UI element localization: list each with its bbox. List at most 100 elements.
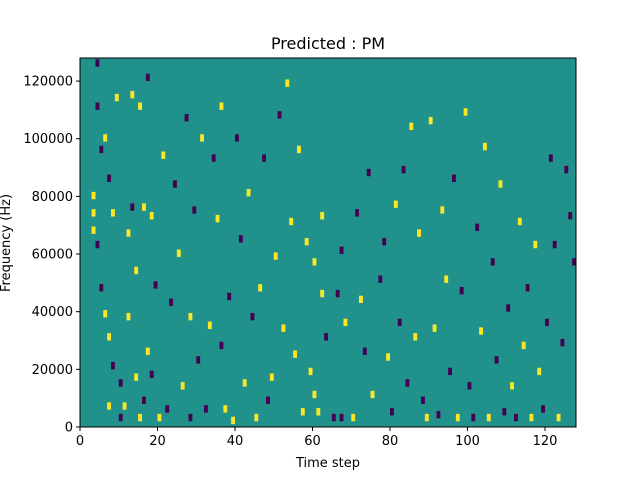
chart-title: Predicted : PM bbox=[271, 34, 385, 53]
heatmap-cell bbox=[339, 246, 344, 255]
heatmap-background bbox=[80, 58, 576, 427]
heatmap-cell bbox=[196, 356, 201, 364]
heatmap-cell bbox=[215, 214, 220, 223]
heatmap-cell bbox=[424, 413, 429, 422]
x-tick-label: 120 bbox=[533, 434, 558, 449]
heatmap-cell bbox=[525, 284, 530, 292]
heatmap-cell bbox=[95, 240, 100, 249]
heatmap-cell bbox=[207, 321, 212, 329]
heatmap-cell bbox=[343, 318, 348, 327]
heatmap-cell bbox=[157, 413, 162, 422]
heatmap-cell bbox=[494, 356, 499, 364]
heatmap-cell bbox=[250, 312, 255, 321]
heatmap-cell bbox=[246, 188, 251, 197]
heatmap-cell bbox=[541, 405, 545, 413]
x-tick-label: 20 bbox=[149, 434, 166, 449]
heatmap-cell bbox=[145, 73, 150, 82]
heatmap-cell bbox=[231, 416, 235, 425]
heatmap-cells bbox=[91, 59, 576, 425]
heatmap-cell bbox=[467, 382, 472, 390]
heatmap-cell bbox=[211, 154, 216, 162]
x-tick-label: 100 bbox=[455, 434, 480, 449]
heatmap-cell bbox=[471, 413, 476, 422]
x-tick-label: 60 bbox=[304, 434, 321, 449]
heatmap-cell bbox=[273, 252, 278, 260]
heatmap-cell bbox=[312, 390, 317, 399]
heatmap-cell bbox=[455, 413, 460, 422]
y-tick-label: 120000 bbox=[23, 75, 73, 90]
heatmap-cell bbox=[440, 206, 445, 214]
heatmap-cell bbox=[351, 413, 356, 422]
heatmap-cell bbox=[448, 367, 452, 376]
heatmap-cell bbox=[378, 275, 383, 283]
heatmap-cell bbox=[529, 413, 534, 422]
heatmap-cell bbox=[99, 284, 104, 292]
heatmap-cell bbox=[138, 102, 142, 110]
heatmap-cell bbox=[153, 281, 158, 289]
heatmap-cell bbox=[219, 341, 224, 350]
heatmap-cell bbox=[107, 333, 111, 341]
heatmap-cell bbox=[111, 361, 115, 370]
heatmap-cell bbox=[498, 180, 503, 188]
heatmap-cell bbox=[142, 396, 146, 404]
heatmap-cell bbox=[258, 284, 263, 292]
heatmap-cell bbox=[556, 413, 561, 422]
heatmap-cell bbox=[107, 402, 111, 410]
heatmap-cell bbox=[362, 347, 367, 355]
heatmap-cell bbox=[266, 396, 270, 404]
heatmap-cell bbox=[397, 318, 402, 327]
heatmap-cell bbox=[262, 154, 266, 162]
heatmap-cell bbox=[180, 382, 185, 390]
heatmap-cell bbox=[463, 108, 468, 116]
y-tick-label: 80000 bbox=[32, 190, 73, 205]
heatmap-cell bbox=[91, 226, 96, 234]
heatmap-cell bbox=[242, 379, 247, 387]
heatmap-cell bbox=[320, 289, 325, 298]
heatmap-cell bbox=[409, 122, 414, 131]
heatmap-cell bbox=[572, 258, 576, 266]
heatmap-cell bbox=[486, 413, 491, 422]
heatmap-cell bbox=[91, 191, 96, 200]
y-axis: 0 20000 40000 60000 80000 100000 120000 bbox=[23, 75, 80, 436]
heatmap-cell bbox=[107, 174, 111, 182]
y-axis-label: Frequency (Hz) bbox=[0, 194, 14, 292]
heatmap-cell bbox=[436, 410, 441, 419]
heatmap-cell bbox=[479, 327, 483, 335]
heatmap-cell bbox=[188, 413, 193, 422]
heatmap-cell bbox=[235, 134, 239, 142]
heatmap-cell bbox=[405, 379, 410, 387]
heatmap-cell bbox=[428, 116, 433, 125]
heatmap-cell bbox=[138, 413, 142, 422]
heatmap-cell bbox=[149, 370, 154, 378]
heatmap-cell bbox=[355, 209, 359, 217]
y-tick-label: 100000 bbox=[23, 132, 73, 147]
heatmap-cell bbox=[510, 382, 514, 390]
heatmap-cell bbox=[99, 145, 104, 154]
heatmap-cell bbox=[293, 350, 297, 358]
heatmap-cell bbox=[312, 258, 317, 266]
heatmap-cell bbox=[184, 114, 189, 122]
x-axis: 0 20 40 60 80 100 120 bbox=[76, 427, 558, 449]
heatmap-cell bbox=[366, 168, 371, 177]
heatmap-cell bbox=[444, 275, 449, 283]
y-tick-label: 60000 bbox=[32, 248, 73, 263]
heatmap-cell bbox=[339, 413, 344, 422]
heatmap-cell bbox=[393, 200, 398, 208]
heatmap-cell bbox=[537, 367, 542, 376]
heatmap-cell bbox=[386, 353, 390, 361]
heatmap-cell bbox=[204, 405, 208, 413]
y-tick-label: 0 bbox=[65, 421, 73, 436]
heatmap-cell bbox=[297, 145, 301, 154]
heatmap-cell bbox=[122, 402, 127, 410]
heatmap-cell bbox=[111, 209, 115, 217]
x-axis-label: Time step bbox=[295, 456, 360, 471]
heatmap-cell bbox=[545, 318, 549, 327]
heatmap-cell bbox=[304, 238, 309, 246]
heatmap-cell bbox=[533, 240, 538, 249]
heatmap-cell bbox=[118, 379, 123, 387]
heatmap-cell bbox=[452, 174, 456, 182]
heatmap-cell bbox=[227, 292, 232, 301]
heatmap-cell bbox=[103, 134, 108, 142]
heatmap-cell bbox=[149, 212, 154, 220]
